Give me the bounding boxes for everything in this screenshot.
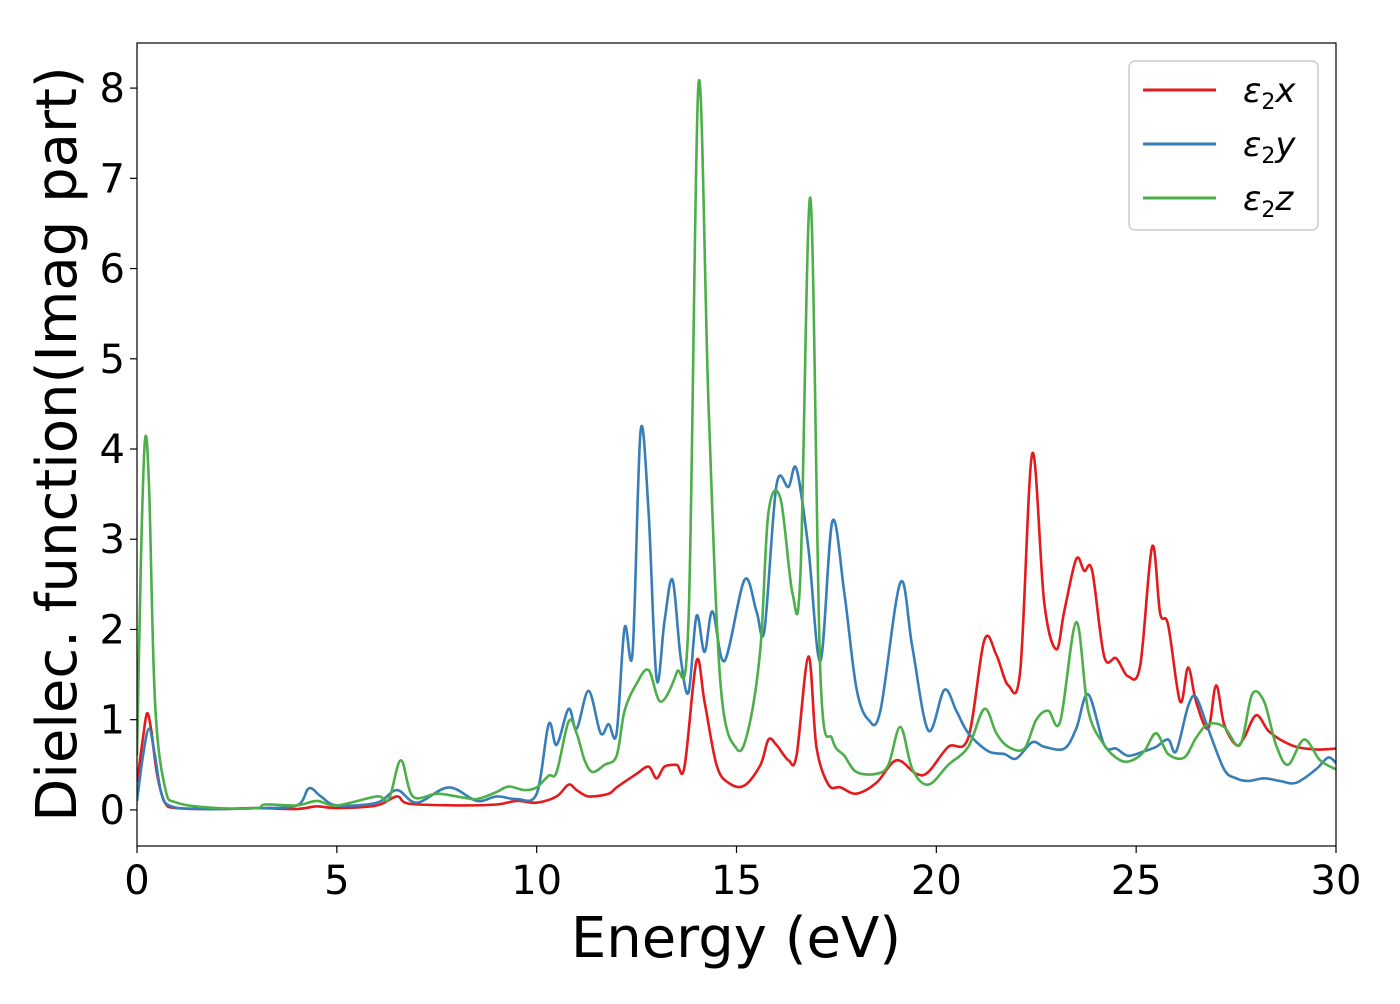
y-tick-label: 2 (100, 607, 125, 653)
y-tick-label: 0 (100, 788, 125, 834)
x-tick-label: 15 (711, 858, 762, 904)
y-tick-label: 1 (100, 698, 125, 744)
legend: ε2x ε2y ε2z (1128, 60, 1319, 231)
y-tick-label: 8 (100, 66, 125, 112)
series-line-x (137, 451, 1336, 811)
y-tick-label: 7 (100, 156, 125, 202)
legend-entry-y: ε2y (1243, 125, 1296, 169)
y-axis: 0 1 2 3 4 5 6 7 8 (100, 66, 137, 834)
x-tick-label: 25 (1111, 858, 1162, 904)
legend-entry-z: ε2z (1243, 179, 1294, 223)
series-layer (137, 79, 1336, 811)
x-tick-label: 30 (1311, 858, 1362, 904)
series-line-z (137, 79, 1336, 810)
y-tick-label: 5 (100, 337, 125, 383)
x-tick-label: 10 (511, 858, 562, 904)
y-tick-label: 6 (100, 247, 125, 293)
y-tick-label: 3 (100, 517, 125, 563)
x-tick-label: 0 (124, 858, 149, 904)
x-tick-label: 20 (911, 858, 962, 904)
series-line-y (137, 424, 1336, 811)
legend-box (1128, 60, 1319, 231)
x-axis-label: Energy (eV) (571, 906, 901, 971)
y-axis-label: Dielec. function(Imag part) (25, 66, 90, 822)
legend-entry-x: ε2x (1243, 71, 1296, 115)
x-tick-label: 5 (324, 858, 349, 904)
x-axis: 0 5 10 15 20 25 30 (124, 846, 1361, 904)
y-tick-label: 4 (100, 427, 125, 473)
